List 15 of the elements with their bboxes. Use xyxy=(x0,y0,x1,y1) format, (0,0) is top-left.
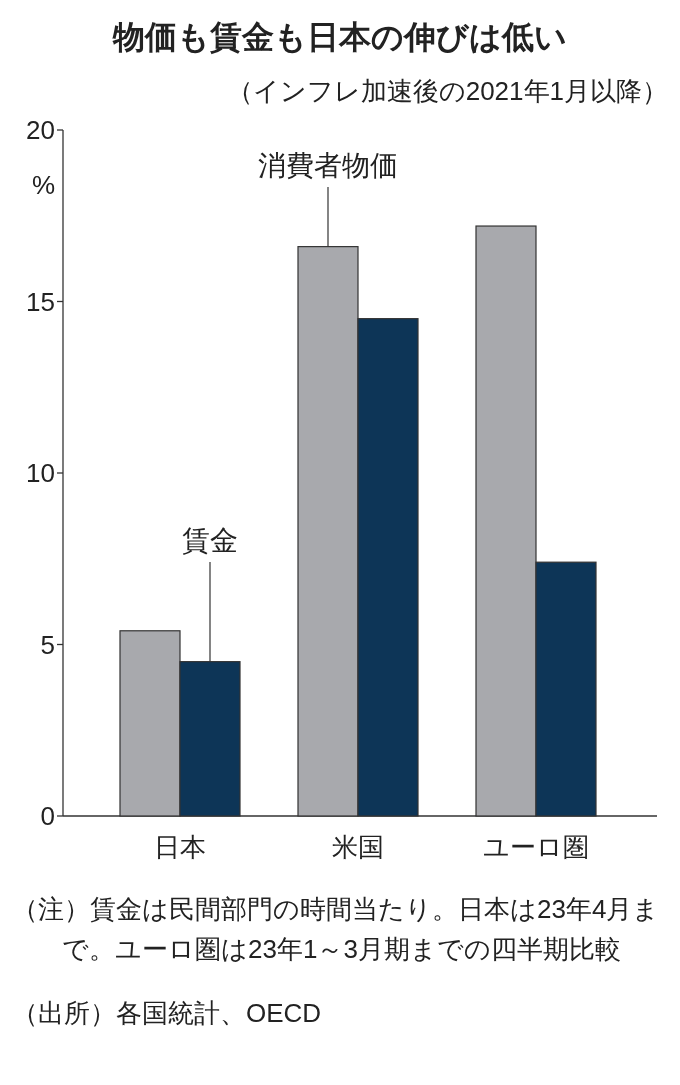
text: 消費者物価 xyxy=(258,150,398,181)
y-tick-label: 15 xyxy=(26,286,55,317)
x-tick-label: 米国 xyxy=(332,832,384,862)
x-tick-label: 日本 xyxy=(154,832,206,862)
x-tick-label: ユーロ圏 xyxy=(483,832,589,862)
text: （注）賃金は民間部門の時間当たり。日本は23年4月まで。ユーロ圏は23年1～3月期までの四半期比較 xyxy=(12,894,660,964)
y-tick-label: 10 xyxy=(26,458,55,488)
text: （出所）各国統計、OECD xyxy=(12,998,322,1028)
y-tick-label: 0 xyxy=(40,801,55,831)
y-tick-label: 5 xyxy=(40,629,55,660)
y-axis-title: % xyxy=(31,170,55,200)
chart-title: 物価も賃金も日本の伸びは低い xyxy=(112,19,567,55)
chart-subtitle: （インフレ加速後の2021年1月以降） xyxy=(226,76,668,106)
y-tick-label: 20 xyxy=(26,115,55,145)
text: 賃金 xyxy=(182,525,238,556)
